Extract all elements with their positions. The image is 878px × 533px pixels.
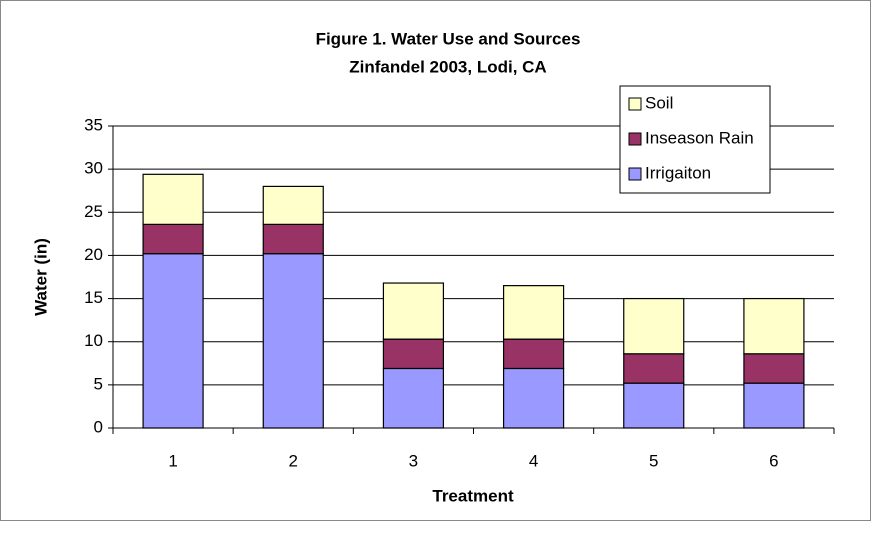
y-axis-label: Water (in) [31, 238, 50, 316]
y-tick-label: 0 [94, 417, 103, 436]
legend-label: Soil [645, 93, 673, 112]
bar-segment [142, 173, 204, 225]
bar-segment [502, 338, 565, 370]
bar-segment [142, 223, 204, 255]
y-tick-label: 25 [84, 202, 103, 221]
bar-segment [382, 367, 445, 429]
legend-label: Inseason Rain [645, 128, 754, 147]
legend-swatch [628, 97, 642, 111]
y-tick-label: 10 [84, 331, 103, 350]
y-tick-label: 35 [84, 115, 103, 134]
chart-title: Figure 1. Water Use and Sources [316, 29, 581, 48]
legend-label: Irrigaiton [645, 163, 711, 182]
x-axis-label: Treatment [432, 486, 514, 505]
y-tick-label: 30 [84, 159, 103, 178]
bar-segment [142, 253, 204, 429]
bar-segment [382, 282, 445, 340]
legend-swatch [628, 167, 642, 181]
x-tick-label: 5 [649, 451, 658, 470]
y-tick-label: 15 [84, 288, 103, 307]
x-tick-label: 3 [409, 451, 418, 470]
bar-segment [623, 353, 685, 384]
chart-subtitle: Zinfandel 2003, Lodi, CA [349, 57, 546, 76]
x-tick-label: 6 [769, 451, 778, 470]
bar-segment [262, 223, 324, 255]
chart-border [0, 0, 871, 521]
x-tick-label: 4 [529, 451, 538, 470]
legend-swatch [628, 132, 642, 146]
bar-segment [743, 297, 805, 355]
bar-segment [382, 338, 445, 370]
bar-segment [262, 253, 324, 429]
bar-segment [743, 382, 805, 429]
bar-segment [502, 367, 565, 429]
bar-segment [623, 382, 685, 429]
bar-segment [502, 285, 565, 340]
y-tick-label: 5 [94, 374, 103, 393]
legend-box [619, 85, 771, 194]
bar-segment [743, 353, 805, 384]
bar-segment [623, 297, 685, 355]
x-tick-label: 2 [289, 451, 298, 470]
x-tick-label: 1 [168, 451, 177, 470]
y-tick-label: 20 [84, 245, 103, 264]
bar-segment [262, 185, 324, 225]
